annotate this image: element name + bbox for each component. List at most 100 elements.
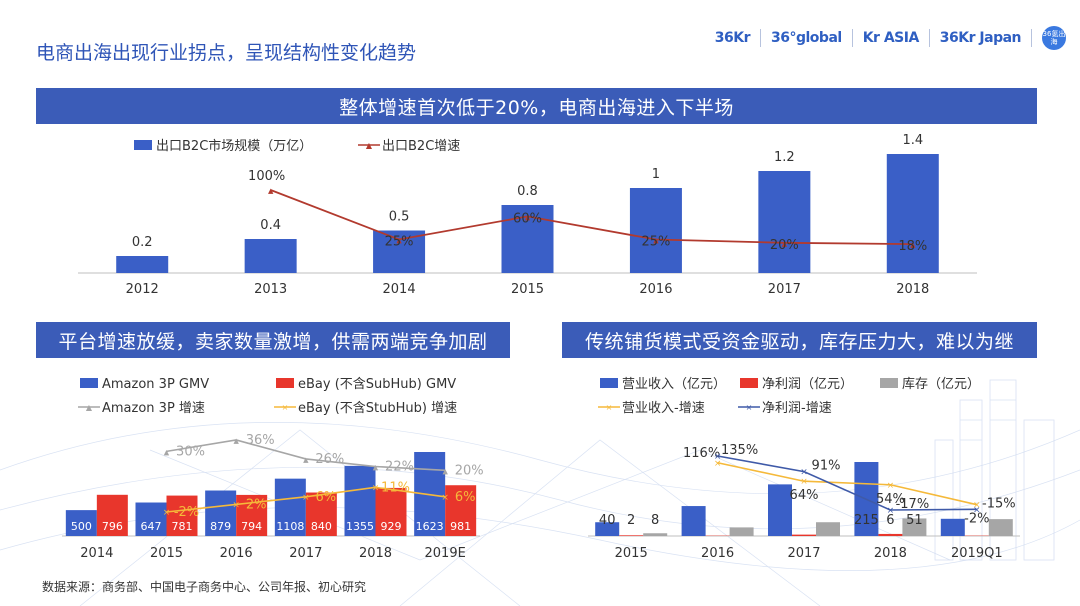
x-tick-2019E: 2019E [425, 546, 466, 561]
data-source: 数据来源：商务部、中国电子商务中心、公司年报、初心研究 [42, 580, 367, 594]
legend-revenue-growth-marker: × [606, 403, 613, 412]
legend-ebay-gmv-label: eBay (不含SubHub) GMV [298, 376, 456, 392]
net-profit-growth-marker-2019Q1: × [973, 505, 981, 515]
x-tick-2014: 2014 [383, 282, 416, 297]
x-tick-2014: 2014 [80, 546, 113, 561]
chart-bottom-left-platforms: Amazon 3P GMV eBay (不含SubHub) GMV ▲ Amazon … [62, 376, 484, 561]
banner-top: 整体增速首次低于20%，电商出海进入下半场 [36, 88, 1037, 124]
legend-amazon-growth-label: Amazon 3P 增速 [102, 401, 205, 416]
bar-b2c-2013 [244, 239, 297, 273]
bar-revenue-2017 [768, 484, 792, 536]
line-revenue-growth [717, 461, 977, 506]
x-tick-2015: 2015 [615, 546, 648, 561]
ebay-growth-label-2018: 11% [381, 480, 410, 495]
amazon-value-2019E: 1623 [416, 520, 444, 533]
ebay-value-2018: 929 [381, 520, 402, 533]
bar-inventory-2019Q1 [988, 519, 1013, 536]
revenue-growth-label-2017: 64% [790, 488, 819, 503]
legend-revenue-swatch [600, 378, 618, 388]
bar-ebay-2018 [375, 487, 407, 536]
bar-ebay-2019E [445, 485, 477, 536]
net-profit-value-2018: 6 [886, 513, 894, 528]
revenue-value-2018: 215 [854, 513, 879, 528]
bar-label-2013: 0.4 [260, 218, 281, 233]
net-profit-growth-label-2017: 91% [812, 459, 841, 474]
legend-ebay-growth-label: eBay (不含StubHub) 增速 [298, 400, 457, 416]
ebay-growth-label-2019E: 6% [455, 490, 476, 505]
ebay-growth-label-2016: 2% [246, 497, 267, 512]
revenue-growth-marker-2019Q1: × [973, 501, 981, 511]
amazon-growth-label-2018: 22% [385, 460, 414, 475]
logo-divider [760, 29, 761, 47]
x-tick-2017: 2017 [289, 546, 322, 561]
banner-bottom-right: 传统铺货模式受资金驱动，库存压力大，难以为继 [562, 322, 1037, 358]
bar-inventory-2018 [902, 518, 927, 536]
ebay-growth-label-2015: -2% [174, 505, 199, 520]
ebay-growth-marker-2019E: × [441, 493, 449, 503]
logo-36kr-japan: 36Kr Japan [939, 30, 1022, 46]
bar-amazon-2017 [274, 478, 306, 536]
bar-b2c-2018 [886, 154, 939, 273]
growth-marker-2015: ▲ [525, 213, 531, 221]
logo-36kr-chuhai: 36氪出海 [1042, 26, 1066, 50]
x-tick-2018: 2018 [896, 282, 929, 297]
bar-inventory-2016 [729, 527, 754, 536]
legend-b2c-growth-marker: ▲ [366, 141, 373, 150]
legend-amazon-gmv-swatch [80, 378, 98, 388]
x-tick-2015: 2015 [511, 282, 544, 297]
logo-36kr: 36Kr [714, 30, 751, 46]
ebay-value-2017: 840 [311, 520, 332, 533]
ebay-value-2019E: 981 [450, 520, 471, 533]
x-tick-2017: 2017 [787, 546, 820, 561]
amazon-growth-label-2017: 26% [315, 452, 344, 467]
bar-revenue-2019Q1 [940, 518, 965, 536]
logo-36global: 36°global [771, 30, 842, 46]
net-profit-growth-label-2016: 135% [721, 443, 758, 458]
bar-b2c-2012 [116, 256, 169, 273]
bar-label-2012: 0.2 [132, 235, 153, 250]
amazon-growth-marker-2015: ▲ [164, 448, 170, 456]
bar-revenue-2016 [681, 506, 706, 536]
ebay-value-2016: 794 [241, 520, 262, 533]
bar-label-2016: 1 [652, 167, 660, 182]
bar-ebay-2015 [166, 495, 198, 536]
amazon-growth-marker-2016: ▲ [233, 437, 239, 445]
bar-b2c-2016 [629, 188, 682, 273]
net-profit-value-2015: 2 [627, 513, 635, 528]
revenue-growth-marker-2018: × [887, 481, 895, 491]
legend-net-profit-growth-marker: × [746, 403, 753, 412]
x-tick-2016: 2016 [701, 546, 734, 561]
growth-label-2015: 60% [513, 211, 542, 226]
bar-label-2017: 1.2 [774, 150, 795, 165]
bar-revenue-2015 [595, 522, 620, 536]
x-tick-2018: 2018 [874, 546, 907, 561]
amazon-growth-marker-2019E: ▲ [442, 467, 448, 475]
x-tick-2012: 2012 [126, 282, 159, 297]
amazon-value-2018: 1355 [346, 520, 374, 533]
bar-amazon-2015 [135, 502, 167, 536]
bar-label-2014: 0.5 [389, 210, 410, 225]
bar-label-2015: 0.8 [517, 184, 538, 199]
legend-revenue-label: 营业收入（亿元） [622, 377, 726, 392]
legend-inventory-label: 库存（亿元） [902, 376, 980, 392]
x-tick-2013: 2013 [254, 282, 287, 297]
logo-divider [928, 29, 930, 47]
legend-net-profit-swatch [740, 378, 758, 388]
net-profit-growth-marker-2016: × [714, 452, 722, 462]
amazon-growth-label-2015: 30% [176, 444, 205, 459]
legend-inventory-swatch [880, 378, 898, 388]
line-amazon-growth [166, 439, 446, 472]
legend-ebay-gmv-swatch [276, 378, 294, 388]
line-b2c-growth [270, 189, 913, 246]
legend-b2c-scale-swatch [134, 140, 152, 150]
amazon-growth-marker-2018: ▲ [373, 464, 379, 472]
bar-inventory-2017 [816, 522, 840, 536]
bar-b2c-2014 [373, 230, 426, 273]
amazon-value-2014: 500 [71, 520, 92, 533]
growth-marker-2016: ▲ [653, 237, 659, 245]
bar-b2c-2017 [758, 171, 811, 273]
inventory-value-2015: 8 [651, 513, 659, 528]
x-tick-2015: 2015 [150, 546, 183, 561]
x-tick-2019Q1: 2019Q1 [951, 546, 1003, 561]
bar-net-profit-2017 [792, 534, 816, 536]
